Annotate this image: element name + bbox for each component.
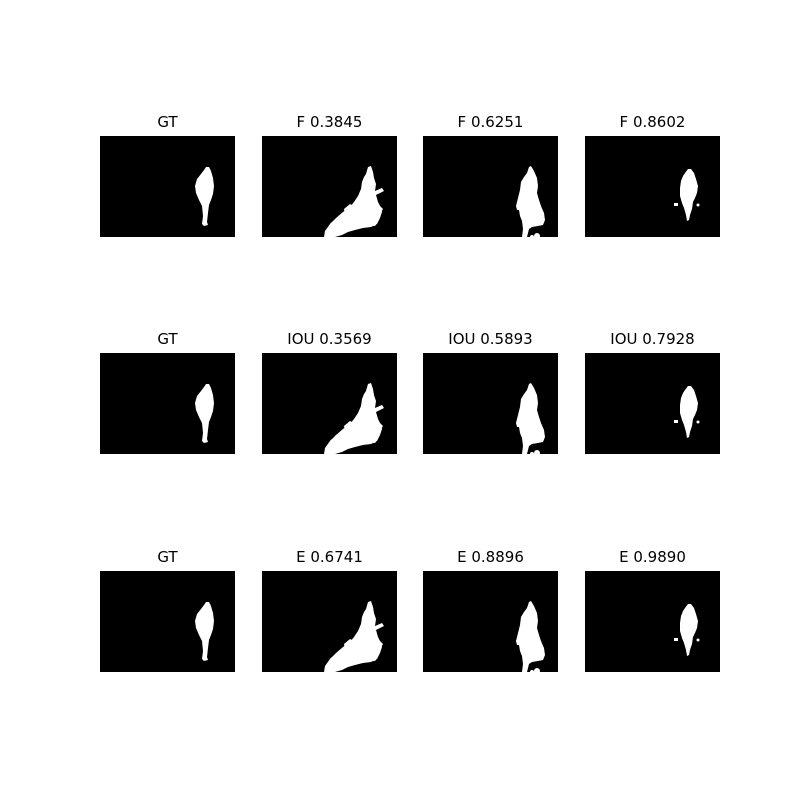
mask-image-pred-c: [585, 571, 720, 672]
mask-silhouette: [423, 571, 558, 672]
panel-title: GT: [157, 330, 178, 348]
mask-foreground: [324, 383, 384, 454]
mask-image-pred-a: [262, 571, 397, 672]
mask-foreground: [195, 602, 214, 661]
mask-foreground: [674, 604, 700, 656]
panel-title: IOU 0.5893: [448, 330, 533, 348]
mask-foreground: [195, 167, 214, 226]
mask-silhouette: [100, 571, 235, 672]
mask-silhouette: [585, 571, 720, 672]
mask-image-gt: [100, 136, 235, 237]
panel-title: GT: [157, 548, 178, 566]
mask-silhouette: [585, 353, 720, 454]
mask-image-pred-c: [585, 136, 720, 237]
mask-image-pred-a: [262, 136, 397, 237]
mask-silhouette: [585, 136, 720, 237]
mask-image-pred-b: [423, 136, 558, 237]
panel-title: IOU 0.3569: [287, 330, 372, 348]
mask-silhouette: [262, 136, 397, 237]
mask-foreground: [324, 166, 384, 237]
mask-image-pred-b: [423, 353, 558, 454]
mask-foreground: [516, 601, 545, 672]
mask-silhouette: [423, 353, 558, 454]
mask-image-gt: [100, 353, 235, 454]
mask-image-pred-c: [585, 353, 720, 454]
panel-title: E 0.6741: [296, 548, 363, 566]
panel-title: E 0.8896: [457, 548, 524, 566]
mask-image-pred-b: [423, 571, 558, 672]
mask-image-pred-a: [262, 353, 397, 454]
panel-title: E 0.9890: [619, 548, 686, 566]
mask-foreground: [516, 166, 545, 237]
mask-foreground: [195, 384, 214, 443]
mask-silhouette: [100, 353, 235, 454]
mask-foreground: [674, 386, 700, 438]
mask-silhouette: [423, 136, 558, 237]
panel-title: F 0.3845: [296, 113, 363, 131]
panel-title: F 0.8602: [619, 113, 686, 131]
panel-title: GT: [157, 113, 178, 131]
mask-silhouette: [100, 136, 235, 237]
mask-foreground: [674, 169, 700, 221]
mask-silhouette: [262, 571, 397, 672]
panel-title: IOU 0.7928: [610, 330, 695, 348]
mask-foreground: [324, 601, 384, 672]
mask-silhouette: [262, 353, 397, 454]
mask-foreground: [516, 383, 545, 454]
panel-title: F 0.6251: [457, 113, 524, 131]
mask-image-gt: [100, 571, 235, 672]
